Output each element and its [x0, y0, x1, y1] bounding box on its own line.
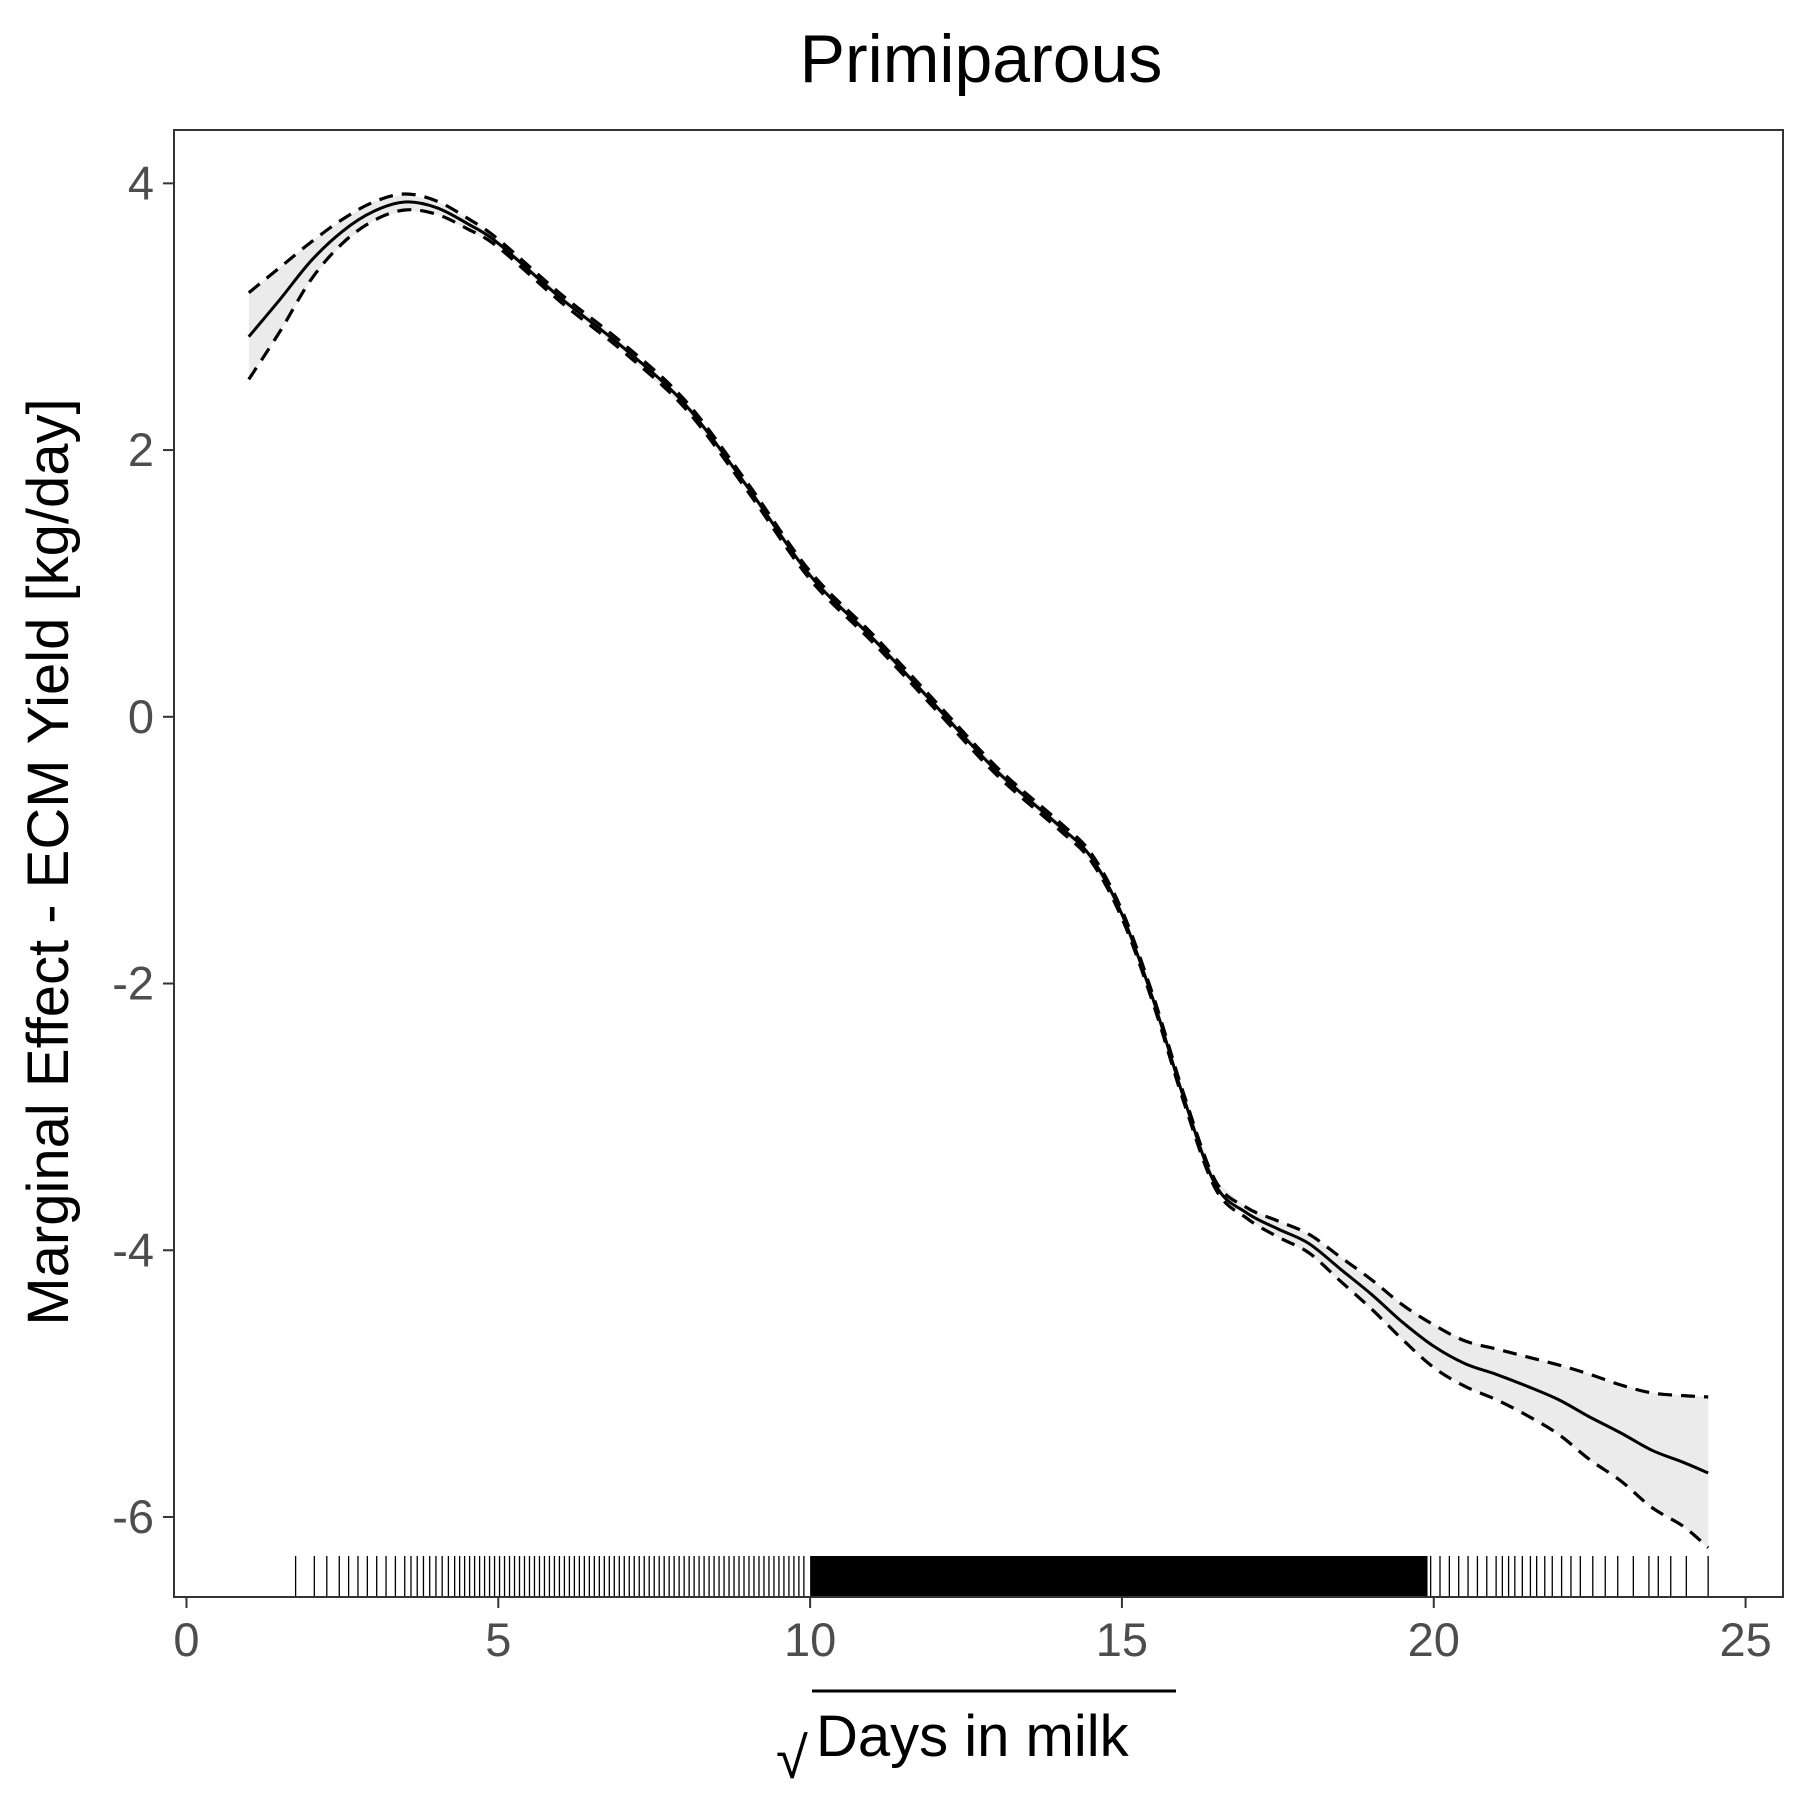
y-tick-label: 0: [128, 690, 154, 743]
y-axis-label: Marginal Effect - ECM Yield [kg/day]: [16, 398, 81, 1325]
rug-dense-block: [810, 1556, 1428, 1597]
y-tick-label: -2: [112, 957, 154, 1010]
lower-bound-line: [247, 208, 1710, 1549]
chart-title: Primiparous: [800, 21, 1163, 97]
sqrt-symbol: √: [776, 1726, 808, 1791]
x-tick-label: 15: [1096, 1613, 1148, 1666]
plot-area: [173, 129, 1784, 1598]
y-tick-label: -4: [112, 1223, 154, 1276]
rug-marks: [294, 1556, 1709, 1597]
y-tick-label: -6: [112, 1490, 154, 1543]
plot-panel-border: [173, 129, 1784, 1598]
y-tick-label: 2: [128, 423, 154, 476]
y-axis: -6 -4 -2 0 2 4: [112, 156, 174, 1543]
x-tick-label: 25: [1719, 1613, 1771, 1666]
series-group: [247, 192, 1710, 1549]
x-axis-label: Days in milk: [816, 1704, 1130, 1769]
x-axis: 0 5 10 15 20 25: [173, 1597, 1772, 1666]
x-tick-label: 20: [1408, 1613, 1460, 1666]
upper-bound-line: [247, 192, 1709, 1399]
y-tick-label: 4: [128, 156, 154, 209]
confidence-band: [248, 194, 1709, 1548]
x-tick-label: 0: [173, 1613, 199, 1666]
x-axis-title: √ Days in milk: [776, 1689, 1176, 1791]
x-tick-label: 10: [784, 1613, 836, 1666]
x-tick-label: 5: [485, 1613, 511, 1666]
estimate-line: [247, 200, 1709, 1475]
